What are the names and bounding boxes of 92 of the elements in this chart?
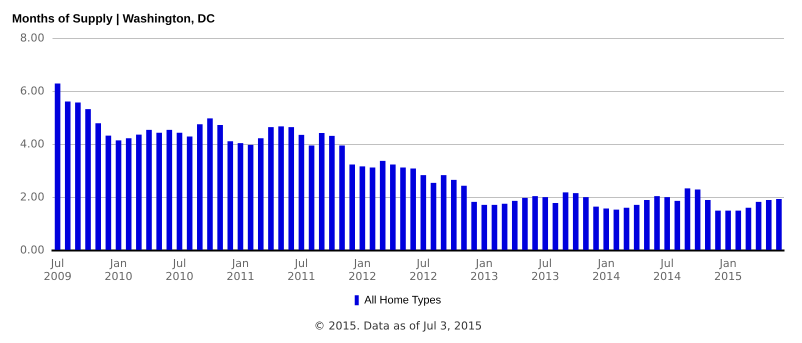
bar <box>684 188 690 250</box>
bar <box>95 123 102 250</box>
bar <box>126 138 132 250</box>
bar <box>370 167 376 250</box>
bar <box>217 125 223 250</box>
bar <box>634 204 640 250</box>
bar <box>715 210 721 250</box>
bar <box>461 186 467 250</box>
y-tick-label: 6.00 <box>20 84 44 98</box>
bar <box>258 138 264 250</box>
bar <box>288 127 294 250</box>
bar <box>756 202 762 250</box>
y-tick-label: 8.00 <box>20 31 44 44</box>
bar <box>298 134 304 250</box>
bar <box>75 102 81 250</box>
bar <box>705 200 711 250</box>
bar <box>603 208 609 250</box>
bar <box>156 132 162 250</box>
bar <box>186 136 192 250</box>
bar <box>694 189 700 250</box>
bar <box>380 160 386 250</box>
bar <box>390 164 396 250</box>
bar <box>583 197 589 250</box>
bar <box>400 167 406 250</box>
bar <box>278 126 284 250</box>
bar <box>644 200 650 250</box>
bar <box>502 204 508 250</box>
bar <box>492 204 498 250</box>
bar <box>654 196 660 250</box>
y-tick-label: 4.00 <box>20 137 44 150</box>
x-tick-label: Jul 2010 <box>165 256 194 284</box>
bar <box>430 182 436 250</box>
bar <box>481 204 488 250</box>
bar <box>542 197 548 250</box>
x-tick-label: Jul 2013 <box>531 256 560 284</box>
bar <box>176 132 182 250</box>
x-tick-label: Jan 2014 <box>592 256 620 284</box>
bar <box>136 134 142 250</box>
bar <box>329 136 335 250</box>
bar <box>318 133 325 250</box>
bar <box>207 118 213 250</box>
bar <box>85 109 91 250</box>
legend-label: All Home Types <box>364 294 442 306</box>
bar <box>451 180 457 250</box>
bar <box>268 127 274 250</box>
bar <box>572 193 579 250</box>
x-tick-label: Jul 2014 <box>653 256 682 284</box>
x-tick-label: Jul 2011 <box>287 256 316 284</box>
bar <box>360 166 366 250</box>
bar <box>624 208 630 250</box>
bar <box>339 145 345 250</box>
y-tick-label: 2.00 <box>20 190 44 204</box>
bar <box>420 175 426 250</box>
bar <box>54 83 60 250</box>
bar <box>532 196 538 250</box>
bar <box>593 206 599 250</box>
bar <box>227 141 234 250</box>
y-tick-label: 0.00 <box>20 243 44 256</box>
bar <box>766 200 772 250</box>
bar <box>522 198 528 250</box>
chart-title: Months of Supply | Washington, DC <box>12 12 216 26</box>
bar <box>674 200 680 250</box>
x-tick-label: Jan 2015 <box>714 256 742 284</box>
bar <box>440 175 446 250</box>
bar <box>166 130 172 250</box>
x-tick-label: Jul 2012 <box>409 256 438 284</box>
text: © 2015. Data as of Jul 3, 2015 <box>314 319 482 332</box>
bar <box>410 168 416 250</box>
bar <box>664 197 670 250</box>
bar <box>116 140 122 250</box>
bar <box>471 202 477 250</box>
x-tick-label: Jan 2013 <box>470 256 498 284</box>
bar <box>248 144 254 250</box>
bar <box>146 130 152 250</box>
bar <box>512 200 518 250</box>
bar <box>106 136 112 250</box>
x-tick-label: Jan 2010 <box>104 256 133 284</box>
bar <box>349 164 355 250</box>
bar <box>64 101 71 250</box>
x-tick-label: Jul 2009 <box>44 256 72 284</box>
x-tick-label: Jan 2011 <box>226 256 254 284</box>
bar <box>746 208 752 250</box>
bar <box>725 210 731 250</box>
bar <box>735 210 742 250</box>
bar <box>552 202 558 250</box>
bar <box>197 124 203 250</box>
x-tick-label: Jan 2012 <box>348 256 376 284</box>
bar <box>562 192 568 250</box>
bar <box>308 145 314 250</box>
bar <box>238 143 244 250</box>
bar <box>776 198 782 250</box>
bar <box>614 210 620 250</box>
